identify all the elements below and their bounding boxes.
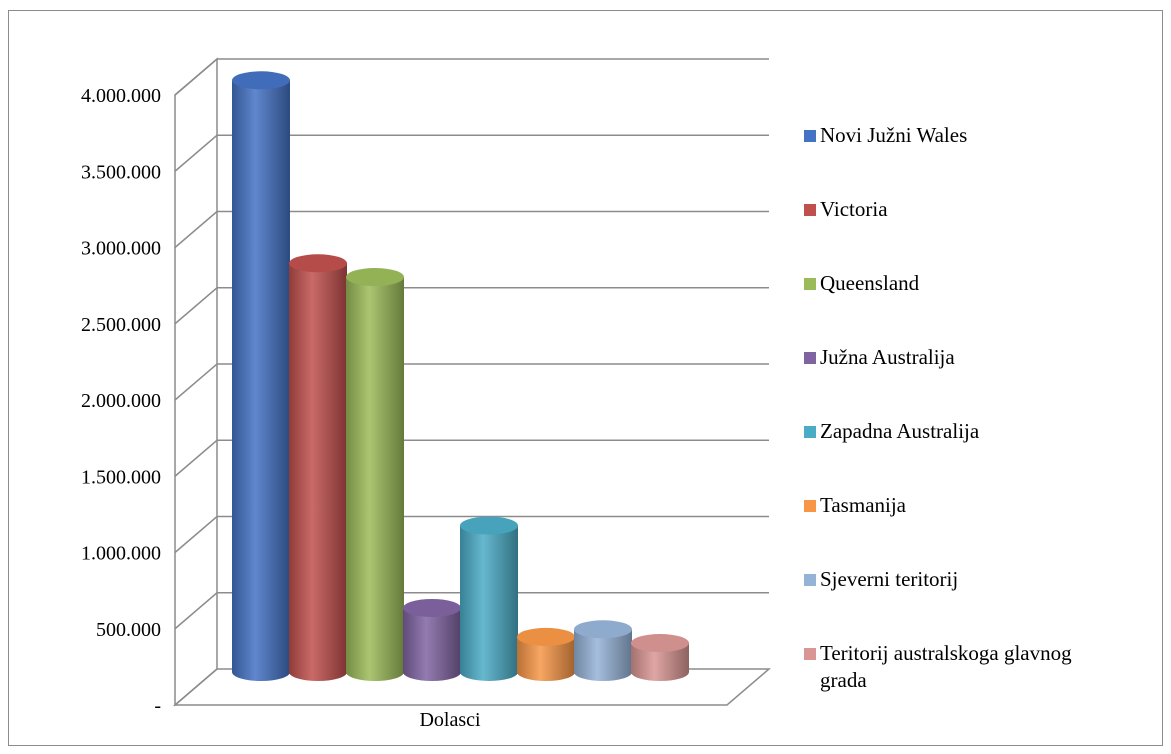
legend-label: Sjeverni teritorij — [820, 567, 958, 591]
bar-novi-juzni-wales — [232, 71, 290, 682]
legend-item-novi-juzni-wales: Novi Južni Wales — [804, 123, 967, 147]
legend-label-line: grada — [820, 668, 867, 692]
legend-item-zapadna-australija: Zapadna Australija — [804, 419, 980, 443]
bar-body — [631, 643, 689, 681]
gridline — [174, 439, 769, 477]
bar-top — [574, 620, 632, 639]
legend-label: Tasmanija — [820, 493, 907, 517]
x-axis-labels: Dolasci — [419, 709, 481, 731]
y-tick-label: 2.500.000 — [81, 314, 161, 336]
bar-body — [403, 607, 461, 681]
bar-top — [289, 254, 347, 273]
legend-label: Victoria — [820, 197, 888, 221]
bar-top — [346, 268, 404, 287]
legend-swatch — [804, 204, 816, 216]
bar-teritorij-australskoga-glavnog-grada — [631, 634, 689, 681]
bar-juzna-australija — [403, 598, 461, 681]
legend-item-victoria: Victoria — [804, 197, 888, 221]
gridline — [174, 515, 769, 554]
bar-body — [574, 629, 632, 681]
legend-swatch — [804, 352, 816, 364]
bar-top — [403, 598, 461, 617]
legend-swatch — [804, 648, 816, 660]
gridlines — [174, 58, 769, 630]
bar-victoria — [289, 254, 347, 681]
y-tick-label: 1.000.000 — [81, 543, 161, 565]
gridline — [174, 592, 769, 630]
bar-top — [460, 516, 518, 535]
bar-body — [232, 80, 290, 682]
y-tick-label: 4.000.000 — [81, 85, 161, 107]
bar-queensland — [346, 268, 404, 681]
bar-zapadna-australija — [460, 516, 518, 681]
legend-swatch — [804, 426, 816, 438]
bar-body — [517, 636, 575, 681]
legend: Novi Južni Wales Victoria Queensland Južna … — [804, 123, 1072, 692]
y-tick-label: 1.500.000 — [81, 466, 161, 488]
y-tick-label: - — [154, 695, 161, 717]
gridline — [174, 210, 769, 249]
gridline — [174, 287, 769, 325]
legend-label: Novi Južni Wales — [820, 123, 967, 147]
bar-tasmanija — [517, 627, 575, 681]
gridline — [174, 58, 769, 96]
y-axis-ticks: - 500.000 1.000.000 1.500.000 2.000.000 2.500… — [81, 85, 161, 717]
bars — [232, 71, 689, 682]
bar-top — [232, 71, 290, 90]
y-tick-label: 2.000.000 — [81, 390, 161, 412]
gridline — [174, 363, 769, 401]
legend-label: Zapadna Australija — [820, 419, 980, 443]
legend-label-line: Teritorij australskoga glavnog — [820, 641, 1072, 665]
legend-swatch — [804, 278, 816, 290]
y-tick-label: 500.000 — [96, 619, 161, 641]
bar-sjeverni-teritorij — [574, 620, 632, 681]
legend-label: Queensland — [820, 271, 920, 295]
legend-item-queensland: Queensland — [804, 271, 920, 295]
legend-item-sjeverni-teritorij: Sjeverni teritorij — [804, 567, 958, 591]
chart-frame: - 500.000 1.000.000 1.500.000 2.000.000 2.500… — [8, 10, 1163, 746]
legend-swatch — [804, 500, 816, 512]
legend-item-tasmanija: Tasmanija — [804, 493, 907, 517]
chart-svg: - 500.000 1.000.000 1.500.000 2.000.000 2.500… — [81, 57, 1072, 731]
bar-body — [346, 277, 404, 681]
bar-body — [460, 525, 518, 681]
legend-label: Teritorij australskoga glavnog grada — [820, 641, 1072, 692]
legend-item-teritorij-australskoga-glavnog-grada: Teritorij australskoga glavnog grada — [804, 641, 1072, 692]
bar-body — [289, 263, 347, 681]
y-tick-label: 3.000.000 — [81, 238, 161, 260]
legend-swatch — [804, 574, 816, 586]
gridline — [174, 134, 769, 172]
bar-top — [631, 634, 689, 653]
x-category-label: Dolasci — [419, 709, 481, 731]
legend-label: Južna Australija — [820, 345, 955, 369]
y-tick-label: 3.500.000 — [81, 161, 161, 183]
bar-top — [517, 627, 575, 646]
legend-item-juzna-australija: Južna Australija — [804, 345, 955, 369]
legend-swatch — [804, 130, 816, 142]
